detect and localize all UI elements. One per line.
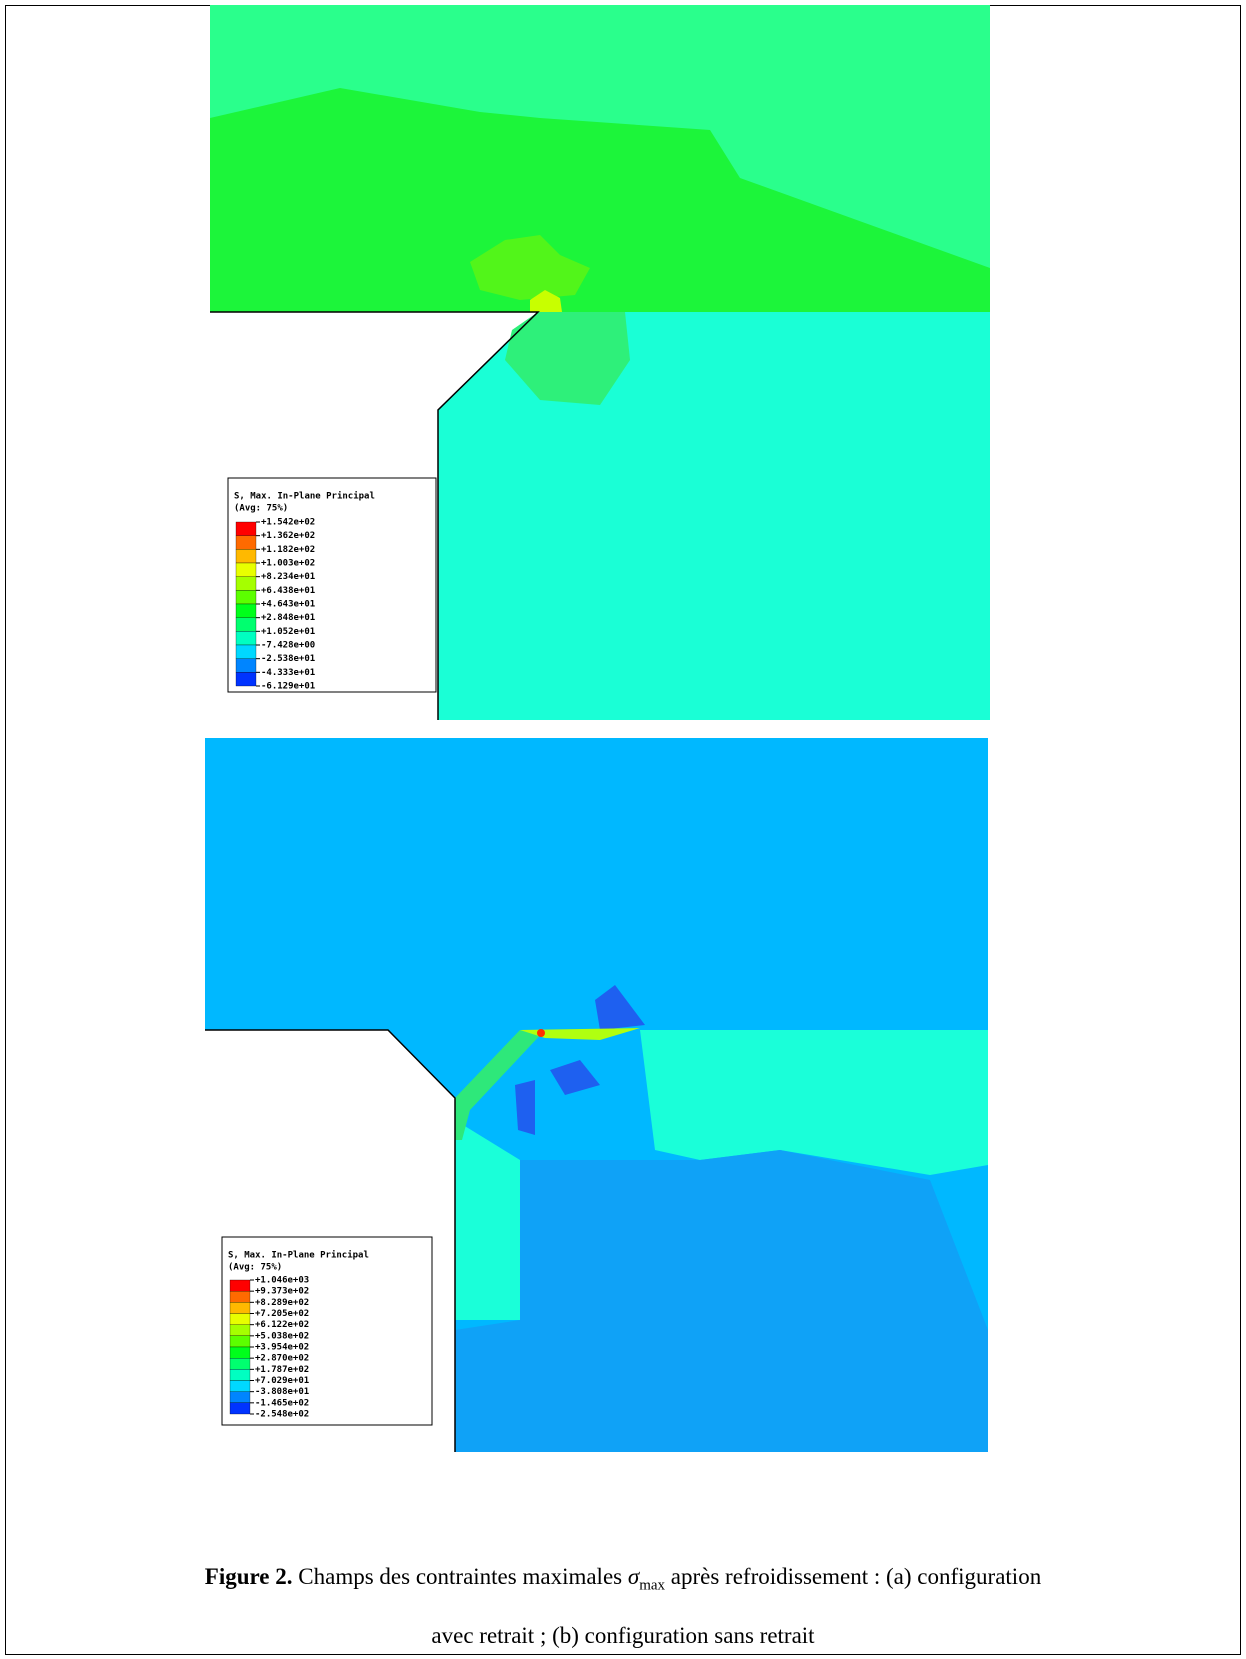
legend-label: -2.548e+02 bbox=[255, 1410, 309, 1420]
legend-label: +1.542e+02 bbox=[261, 518, 315, 528]
legend-swatch bbox=[235, 562, 257, 577]
legend-swatch bbox=[235, 631, 257, 646]
field bbox=[438, 312, 990, 720]
legend-label: +7.029e+01 bbox=[255, 1376, 309, 1386]
legend-label: +6.122e+02 bbox=[255, 1320, 309, 1330]
outline bbox=[205, 1029, 456, 1452]
legend-box bbox=[227, 477, 437, 693]
legend-label: +9.373e+02 bbox=[255, 1287, 309, 1297]
legend-swatch bbox=[229, 1380, 251, 1392]
legend-label: -3.808e+01 bbox=[255, 1387, 309, 1397]
legend-label: -6.129e+01 bbox=[261, 682, 315, 692]
legend-swatch bbox=[235, 549, 257, 564]
legend-label: +7.205e+02 bbox=[255, 1309, 309, 1319]
legend-label: +8.289e+02 bbox=[255, 1298, 309, 1308]
legend-swatch bbox=[235, 617, 257, 632]
legend-label: +4.643e+01 bbox=[261, 600, 315, 610]
legend-title: S, Max. In-Plane Principal bbox=[228, 1250, 369, 1261]
field bbox=[455, 1120, 520, 1320]
field bbox=[470, 235, 590, 300]
legend-subtitle: (Avg: 75%) bbox=[234, 504, 288, 514]
legend-swatch bbox=[229, 1346, 251, 1359]
legend-swatch bbox=[235, 535, 257, 550]
field bbox=[550, 1060, 600, 1095]
hot-spot bbox=[537, 1029, 545, 1037]
legend-swatch bbox=[235, 603, 257, 618]
legend-swatch bbox=[229, 1369, 251, 1381]
caption-text: après refroidissement : (a) configuratio… bbox=[670, 1564, 1042, 1589]
legend-swatch bbox=[229, 1402, 251, 1415]
legend-label: +1.182e+02 bbox=[261, 545, 315, 555]
outline bbox=[210, 311, 540, 720]
legend-label: +3.954e+02 bbox=[255, 1343, 309, 1353]
panel-b bbox=[205, 738, 988, 1452]
caption-line: Figure 2. Champs des contraintes maximal… bbox=[0, 1552, 1246, 1611]
field bbox=[515, 1080, 535, 1135]
legend-title: S, Max. In-Plane Principal bbox=[234, 491, 375, 502]
field bbox=[455, 1150, 988, 1452]
legend-swatch bbox=[235, 658, 257, 673]
legend-swatch bbox=[229, 1335, 251, 1348]
legend-swatch bbox=[229, 1391, 251, 1403]
legend-label: +2.870e+02 bbox=[255, 1354, 309, 1364]
legend-swatch bbox=[235, 521, 257, 536]
legend-swatch bbox=[229, 1324, 251, 1336]
caption-label: Figure 2. bbox=[204, 1564, 293, 1589]
legend-label: -7.428e+00 bbox=[261, 641, 315, 651]
legend-label: +1.787e+02 bbox=[255, 1365, 309, 1375]
legend-label: +2.848e+01 bbox=[261, 613, 315, 623]
field bbox=[505, 312, 630, 405]
field bbox=[210, 88, 990, 312]
caption: Figure 2. Champs des contraintes maximal… bbox=[0, 1552, 1246, 1659]
symbol: σ bbox=[627, 1564, 640, 1589]
legend-label: +6.438e+01 bbox=[261, 586, 315, 596]
field bbox=[595, 985, 645, 1030]
legend-swatch bbox=[229, 1291, 251, 1303]
legend-swatch bbox=[229, 1302, 251, 1314]
legend-swatch bbox=[235, 590, 257, 605]
field bbox=[520, 1028, 640, 1040]
legend-swatch bbox=[229, 1279, 251, 1292]
legend-swatch bbox=[235, 576, 257, 591]
legend-swatch bbox=[229, 1358, 251, 1370]
legend-label: -1.465e+02 bbox=[255, 1398, 309, 1408]
legend-label: +1.052e+01 bbox=[261, 627, 315, 637]
subscript: max bbox=[639, 1577, 666, 1594]
legend-swatch bbox=[235, 672, 257, 687]
field bbox=[205, 738, 988, 1030]
legend-label: +1.046e+03 bbox=[255, 1276, 309, 1286]
caption-line: avec retrait ; (b) configuration sans re… bbox=[431, 1622, 815, 1648]
legend-label: -4.333e+01 bbox=[261, 668, 315, 678]
field bbox=[640, 1030, 988, 1175]
legend-subtitle: (Avg: 75%) bbox=[228, 1263, 282, 1273]
legend-label: +5.038e+02 bbox=[255, 1331, 309, 1341]
panel-a bbox=[210, 5, 990, 720]
legend-box bbox=[221, 1236, 433, 1426]
caption-text: Champs des contraintes maximales bbox=[298, 1564, 623, 1589]
legend-label: +1.003e+02 bbox=[261, 559, 315, 569]
legend-label: +1.362e+02 bbox=[261, 531, 315, 541]
legend-label: +8.234e+01 bbox=[261, 572, 315, 582]
legend-swatch bbox=[229, 1313, 251, 1325]
field bbox=[530, 290, 562, 312]
field bbox=[455, 1030, 545, 1140]
legend-swatch bbox=[235, 644, 257, 659]
legend-label: -2.538e+01 bbox=[261, 654, 315, 664]
